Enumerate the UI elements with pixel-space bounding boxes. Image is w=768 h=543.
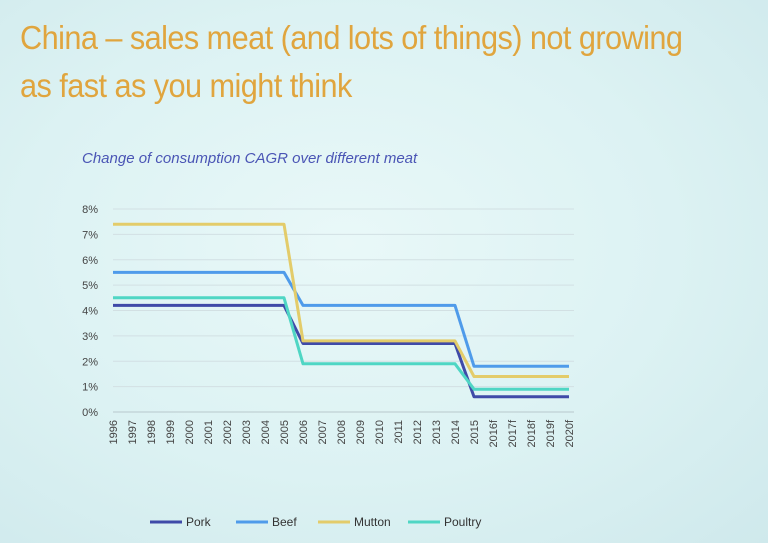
legend-label: Poultry [444, 515, 481, 529]
y-tick-label: 5% [82, 280, 98, 292]
x-tick-label: 2014 [450, 420, 462, 444]
chart-title: Change of consumption CAGR over differen… [82, 150, 418, 167]
series-lines [113, 222, 569, 399]
x-tick-label: 1997 [127, 420, 139, 444]
y-tick-label: 3% [82, 331, 98, 343]
x-tick-label: 2001 [203, 420, 215, 444]
x-tick-label: 2004 [260, 420, 272, 444]
legend-item-mutton: Mutton [318, 515, 391, 529]
legend-label: Beef [272, 515, 297, 529]
x-tick-label: 2002 [222, 420, 234, 444]
y-tick-label: 8% [82, 204, 98, 216]
y-tick-label: 6% [82, 255, 98, 267]
legend: Pork Beef Mutton Poultry [150, 515, 481, 529]
x-axis-ticks: 1996 1997 1998 1999 2000 2001 2002 2003 2004 2005… [108, 419, 576, 447]
x-tick-label: 1996 [108, 420, 120, 444]
x-tick-label: 2011 [393, 420, 405, 444]
slide-title-line-2: as fast as you might think [20, 67, 352, 104]
x-tick-label: 2003 [241, 420, 253, 444]
x-tick-label: 2017f [507, 419, 519, 447]
x-tick-label: 1999 [165, 420, 177, 444]
slide-title-line-1: China – sales meat (and lots of things) … [20, 19, 683, 56]
legend-item-pork: Pork [150, 515, 212, 529]
legend-label: Pork [186, 515, 212, 529]
y-tick-label: 0% [82, 407, 98, 419]
x-tick-label: 2005 [279, 420, 291, 444]
y-axis-ticks: 0% 1% 2% 3% 4% 5% 6% 7% 8% [82, 204, 98, 419]
x-tick-label: 2020f [564, 419, 576, 447]
y-tick-label: 1% [82, 382, 98, 394]
y-tick-label: 4% [82, 306, 98, 318]
x-tick-label: 2010 [374, 420, 386, 444]
x-tick-label: 1998 [146, 420, 158, 444]
gridlines [113, 208, 574, 413]
legend-label: Mutton [354, 515, 391, 529]
x-tick-label: 2019f [545, 419, 557, 447]
x-tick-label: 2000 [184, 420, 196, 444]
x-tick-label: 2007 [317, 420, 329, 444]
series-line-mutton [113, 222, 569, 378]
legend-item-poultry: Poultry [408, 515, 481, 529]
y-tick-label: 7% [82, 229, 98, 241]
series-line-pork [113, 303, 569, 399]
series-line-beef [113, 270, 569, 368]
x-tick-label: 2015 [469, 420, 481, 444]
x-tick-label: 2009 [355, 420, 367, 444]
legend-item-beef: Beef [236, 515, 297, 529]
x-tick-label: 2016f [488, 419, 500, 447]
x-tick-label: 2018f [526, 419, 538, 447]
x-tick-label: 2008 [336, 420, 348, 444]
x-tick-label: 2006 [298, 420, 310, 444]
series-line-poultry [113, 296, 569, 391]
y-tick-label: 2% [82, 356, 98, 368]
x-tick-label: 2012 [412, 420, 424, 444]
x-tick-label: 2013 [431, 420, 443, 444]
slide-title: China – sales meat (and lots of things) … [20, 14, 708, 110]
